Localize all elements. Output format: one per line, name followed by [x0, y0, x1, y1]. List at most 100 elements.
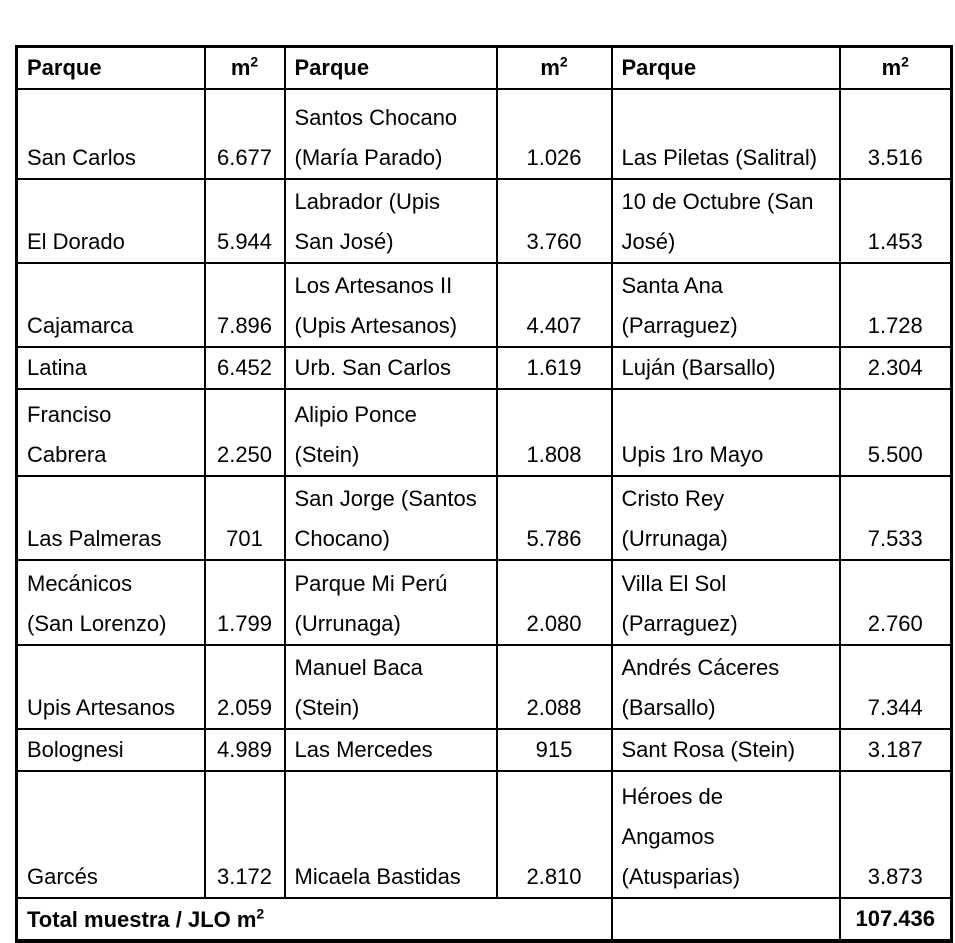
park-name-cell: El Dorado: [15, 178, 206, 264]
superscript: 2: [901, 53, 909, 70]
park-name-cell: Cristo Rey (Urrunaga): [610, 475, 841, 561]
park-name: Cajamarca: [27, 313, 134, 338]
park-name-cell: Manuel Baca (Stein): [283, 644, 498, 730]
park-name-cell: Latina: [15, 346, 206, 390]
park-name: Manuel Baca (Stein): [294, 655, 423, 720]
park-name: Cristo Rey (Urrunaga): [621, 486, 728, 551]
area-value-cell: 6.452: [203, 346, 286, 390]
park-name: Garcés: [27, 864, 98, 889]
table-header: Parque m2 Parque m2 Parque m2: [15, 45, 953, 90]
area-value-cell: 3.516: [838, 88, 953, 180]
park-name-cell: Cajamarca: [15, 262, 206, 348]
park-name-cell: Villa El Sol (Parraguez): [610, 559, 841, 646]
area-value: 1.619: [526, 355, 582, 380]
table-row: El Dorado 5.944 Labrador (Upis San José) 3.…: [15, 178, 953, 264]
header-m2-3: m2: [838, 45, 953, 90]
header-label: Parque: [294, 55, 370, 80]
park-name-cell: Upis Artesanos: [15, 644, 206, 730]
area-value: 2.059: [216, 695, 273, 720]
header-label: m: [881, 55, 902, 80]
area-value-cell: 3.760: [495, 178, 613, 264]
area-value-cell: 915: [495, 728, 613, 772]
area-value-cell: 2.250: [203, 388, 286, 477]
area-value: 4.407: [526, 313, 582, 338]
header-label: Parque: [621, 55, 697, 80]
area-value: 701: [226, 526, 263, 551]
park-name-cell: 10 de Octubre (San José): [610, 178, 841, 264]
area-value-cell: 2.080: [495, 559, 613, 646]
park-name-cell: Garcés: [15, 770, 206, 899]
superscript: 2: [559, 53, 568, 70]
park-name: Upis 1ro Mayo: [621, 442, 764, 467]
total-value: 107.436: [855, 906, 936, 931]
park-name: Luján (Barsallo): [621, 355, 776, 380]
area-value: 3.873: [867, 864, 923, 889]
park-name-cell: Héroes de Angamos (Atusparias): [610, 770, 841, 899]
table-row: San Carlos 6.677 Santos Chocano (María Par…: [15, 88, 953, 180]
park-name: Andrés Cáceres (Barsallo): [621, 655, 780, 720]
park-name: Latina: [27, 355, 87, 380]
park-name: Villa El Sol (Parraguez): [621, 571, 738, 636]
park-name: Sant Rosa (Stein): [621, 737, 796, 762]
park-name-cell: Las Mercedes: [283, 728, 498, 772]
area-value: 2.760: [867, 611, 923, 636]
park-name-cell: Bolognesi: [15, 728, 206, 772]
park-name: Las Palmeras: [27, 526, 162, 551]
area-value-cell: 1.453: [838, 178, 953, 264]
park-name-cell: Los Artesanos II (Upis Artesanos): [283, 262, 498, 348]
area-value: 1.799: [216, 611, 273, 636]
park-name: Mecánicos (San Lorenzo): [27, 571, 167, 636]
total-row: Total muestra / JLO m2 107.436: [15, 897, 953, 943]
park-name: Labrador (Upis San José): [294, 189, 441, 254]
table-row: Las Palmeras 701 San Jorge (Santos Chocano…: [15, 475, 953, 561]
park-name: Franciso Cabrera: [27, 402, 112, 467]
park-name-cell: Sant Rosa (Stein): [610, 728, 841, 772]
area-value: 6.452: [216, 355, 273, 380]
park-name-cell: Santos Chocano (María Parado): [283, 88, 498, 180]
area-value-cell: 4.407: [495, 262, 613, 348]
area-value: 5.500: [867, 442, 923, 467]
park-name: Santos Chocano (María Parado): [294, 105, 458, 170]
area-value: 3.172: [216, 864, 273, 889]
area-value: 1.728: [867, 313, 923, 338]
area-value-cell: 6.677: [203, 88, 286, 180]
area-value-cell: 4.989: [203, 728, 286, 772]
header-parque-1: Parque: [15, 45, 206, 90]
park-name-cell: Andrés Cáceres (Barsallo): [610, 644, 841, 730]
park-name: San Carlos: [27, 145, 136, 170]
park-name-cell: Parque Mi Perú (Urrunaga): [283, 559, 498, 646]
parks-area-table: Parque m2 Parque m2 Parque m2 San Carlos…: [15, 45, 953, 943]
park-name-cell: Labrador (Upis San José): [283, 178, 498, 264]
table-footer: Total muestra / JLO m2 107.436: [15, 897, 953, 943]
park-name-cell: Upis 1ro Mayo: [610, 388, 841, 477]
area-value: 915: [535, 737, 573, 762]
area-value-cell: 5.500: [838, 388, 953, 477]
superscript: 2: [256, 905, 265, 922]
park-name: Los Artesanos II (Upis Artesanos): [294, 273, 458, 338]
area-value: 7.896: [216, 313, 273, 338]
park-name: Bolognesi: [27, 737, 124, 762]
table-row: Mecánicos (San Lorenzo) 1.799 Parque Mi Pe…: [15, 559, 953, 646]
area-value-cell: 2.059: [203, 644, 286, 730]
area-value-cell: 3.873: [838, 770, 953, 899]
table-body: San Carlos 6.677 Santos Chocano (María Par…: [15, 88, 953, 899]
park-name: Parque Mi Perú (Urrunaga): [294, 571, 448, 636]
header-m2-1: m2: [203, 45, 286, 90]
area-value: 1.453: [867, 229, 923, 254]
header-m2-2: m2: [495, 45, 613, 90]
area-value: 3.760: [526, 229, 582, 254]
area-value-cell: 1.619: [495, 346, 613, 390]
area-value-cell: 2.088: [495, 644, 613, 730]
table-row: Garcés 3.172 Micaela Bastidas 2.810 Héroes d…: [15, 770, 953, 899]
area-value-cell: 2.810: [495, 770, 613, 899]
area-value-cell: 701: [203, 475, 286, 561]
area-value: 2.810: [526, 864, 582, 889]
park-name: Héroes de Angamos (Atusparias): [621, 784, 741, 889]
area-value-cell: 2.304: [838, 346, 953, 390]
park-name: Micaela Bastidas: [294, 864, 461, 889]
area-value: 3.516: [867, 145, 923, 170]
area-value: 5.786: [526, 526, 582, 551]
area-value-cell: 5.786: [495, 475, 613, 561]
table-row: Upis Artesanos 2.059 Manuel Baca (Stein) 2.…: [15, 644, 953, 730]
